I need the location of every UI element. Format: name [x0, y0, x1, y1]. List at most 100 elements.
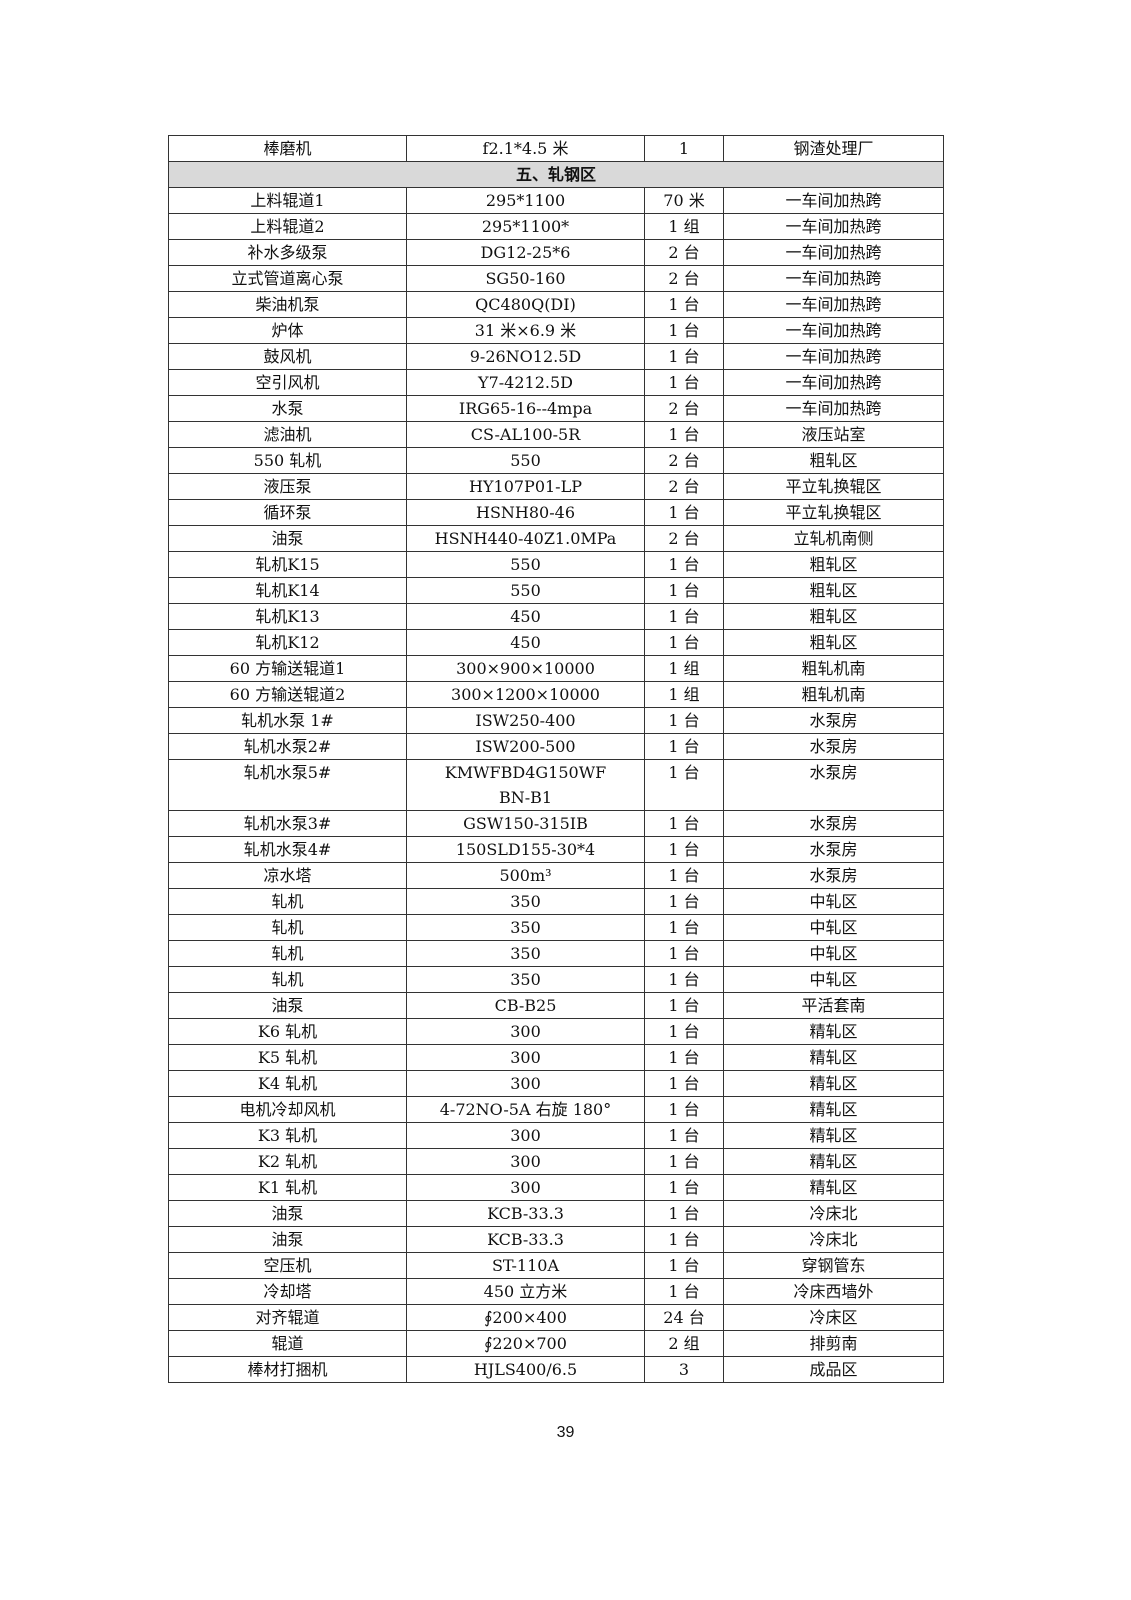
equipment-name-cell: 电机冷却风机	[168, 1096, 407, 1123]
location-cell: 粗轧区	[723, 603, 944, 630]
quantity-cell: 1 台	[644, 551, 724, 578]
table-row: 棒材打捆机 HJLS400/6.5 3 成品区	[168, 1356, 944, 1383]
table-row: K5 轧机 300 1 台精轧区	[168, 1044, 944, 1071]
table-row: 550 轧机 550 2 台粗轧区	[168, 447, 944, 474]
location-cell: 精轧区	[723, 1018, 944, 1045]
quantity-cell: 2 台	[644, 525, 724, 552]
quantity-cell: 1 台	[644, 317, 724, 344]
location-cell: 水泵房	[723, 836, 944, 863]
table-row: K2 轧机 300 1 台精轧区	[168, 1148, 944, 1175]
location-cell: 中轧区	[723, 940, 944, 967]
model-spec-cell: 550	[406, 447, 645, 474]
table-row: 棒磨机 f2.1*4.5 米 1 钢渣处理厂	[168, 135, 944, 162]
table-row: 轧机 350 1 台中轧区	[168, 914, 944, 941]
quantity-cell: 1 组	[644, 213, 724, 240]
equipment-name-cell: 液压泵	[168, 473, 407, 500]
quantity-cell: 2 台	[644, 447, 724, 474]
table-row: 鼓风机 9-26NO12.5D 1 台一车间加热跨	[168, 343, 944, 370]
equipment-name-cell: 油泵	[168, 525, 407, 552]
equipment-name-cell: K4 轧机	[168, 1070, 407, 1097]
equipment-name-cell: 棒磨机	[168, 135, 407, 162]
location-cell: 精轧区	[723, 1044, 944, 1071]
model-spec-cell: KCB-33.3	[406, 1200, 645, 1227]
location-cell: 水泵房	[723, 707, 944, 734]
quantity-cell: 1 台	[644, 1252, 724, 1279]
location-cell: 穿钢管东	[723, 1252, 944, 1279]
quantity-cell: 1 台	[644, 1122, 724, 1149]
quantity-cell: 1 台	[644, 1070, 724, 1097]
equipment-name-cell: 轧机水泵 1#	[168, 707, 407, 734]
quantity-cell: 1 台	[644, 1148, 724, 1175]
equipment-name-cell: 轧机	[168, 888, 407, 915]
equipment-name-cell: 550 轧机	[168, 447, 407, 474]
location-cell: 一车间加热跨	[723, 395, 944, 422]
location-cell: 排剪南	[723, 1330, 944, 1357]
table-row: 60 方输送辊道2 300×1200×10000 1 组粗轧机南	[168, 681, 944, 708]
location-cell: 粗轧区	[723, 577, 944, 604]
table-row: 油泵 KCB-33.3 1 台冷床北	[168, 1226, 944, 1253]
location-cell: 中轧区	[723, 914, 944, 941]
table-row: 液压泵 HY107P01-LP 2 台平立轧换辊区	[168, 473, 944, 500]
quantity-cell: 1 台	[644, 1200, 724, 1227]
model-spec-cell: 450 立方米	[406, 1278, 645, 1305]
table-row: 轧机K15 550 1 台粗轧区	[168, 551, 944, 578]
model-spec-cell: 295*1100*	[406, 213, 645, 240]
table-row: 轧机 350 1 台中轧区	[168, 966, 944, 993]
location-cell: 立轧机南侧	[723, 525, 944, 552]
quantity-cell: 2 台	[644, 473, 724, 500]
table-row: 上料辊道2 295*1100* 1 组一车间加热跨	[168, 213, 944, 240]
quantity-cell: 1 台	[644, 992, 724, 1019]
equipment-name-cell: 上料辊道1	[168, 187, 407, 214]
model-spec-cell: 300	[406, 1122, 645, 1149]
quantity-cell: 1 台	[644, 603, 724, 630]
table-row: 轧机K12 450 1 台粗轧区	[168, 629, 944, 656]
quantity-cell: 2 台	[644, 265, 724, 292]
table-row: 轧机水泵4# 150SLD155-30*4 1 台水泵房	[168, 836, 944, 863]
model-spec-cell: HSNH80-46	[406, 499, 645, 526]
quantity-cell: 24 台	[644, 1304, 724, 1331]
quantity-cell: 2 台	[644, 239, 724, 266]
quantity-cell: 1 台	[644, 707, 724, 734]
equipment-name-cell: 轧机K12	[168, 629, 407, 656]
table-row: 循环泵 HSNH80-46 1 台平立轧换辊区	[168, 499, 944, 526]
table-row: 滤油机 CS-AL100-5R 1 台液压站室	[168, 421, 944, 448]
section-title: 五、轧钢区	[168, 161, 944, 188]
location-cell: 一车间加热跨	[723, 317, 944, 344]
location-cell: 一车间加热跨	[723, 369, 944, 396]
quantity-cell: 70 米	[644, 187, 724, 214]
equipment-name-cell: 60 方输送辊道2	[168, 681, 407, 708]
equipment-name-cell: 滤油机	[168, 421, 407, 448]
model-spec-cell: 300×900×10000	[406, 655, 645, 682]
equipment-name-cell: K2 轧机	[168, 1148, 407, 1175]
equipment-name-cell: 上料辊道2	[168, 213, 407, 240]
location-cell: 成品区	[723, 1356, 944, 1383]
location-cell: 一车间加热跨	[723, 291, 944, 318]
table-row: 轧机水泵3# GSW150-315IB 1 台水泵房	[168, 810, 944, 837]
quantity-cell: 1 台	[644, 836, 724, 863]
equipment-name-cell: 轧机	[168, 966, 407, 993]
table-row: 轧机K13 450 1 台粗轧区	[168, 603, 944, 630]
table-row: 轧机水泵5# KMWFBD4G150WFBN-B1 1 台水泵房	[168, 759, 944, 811]
table-row: 上料辊道1 295*1100 70 米一车间加热跨	[168, 187, 944, 214]
model-spec-cell: DG12-25*6	[406, 239, 645, 266]
location-cell: 中轧区	[723, 888, 944, 915]
quantity-cell: 1 台	[644, 759, 724, 811]
model-spec-cell: HSNH440-40Z1.0MPa	[406, 525, 645, 552]
location-cell: 精轧区	[723, 1148, 944, 1175]
equipment-name-cell: 轧机K13	[168, 603, 407, 630]
model-spec-cell: 300	[406, 1018, 645, 1045]
equipment-name-cell: 轧机K15	[168, 551, 407, 578]
equipment-name-cell: 立式管道离心泵	[168, 265, 407, 292]
equipment-name-cell: 轧机水泵2#	[168, 733, 407, 760]
model-spec-cell: 295*1100	[406, 187, 645, 214]
model-spec-cell: 300×1200×10000	[406, 681, 645, 708]
quantity-cell: 1 台	[644, 914, 724, 941]
model-spec-cell: 31 米×6.9 米	[406, 317, 645, 344]
quantity-cell: 2 组	[644, 1330, 724, 1357]
table-row: 补水多级泵 DG12-25*6 2 台一车间加热跨	[168, 239, 944, 266]
location-cell: 精轧区	[723, 1174, 944, 1201]
location-cell: 精轧区	[723, 1070, 944, 1097]
table-row: 油泵 HSNH440-40Z1.0MPa 2 台立轧机南侧	[168, 525, 944, 552]
quantity-cell: 2 台	[644, 395, 724, 422]
